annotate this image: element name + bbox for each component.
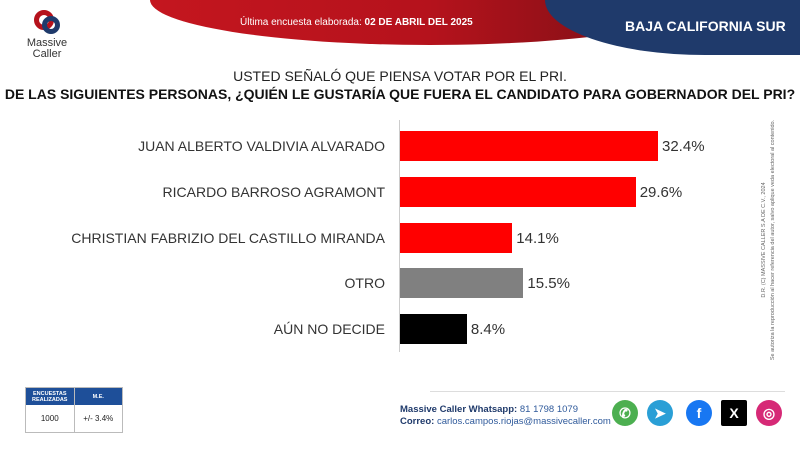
whatsapp-number[interactable]: 81 1798 1079 bbox=[519, 404, 578, 415]
region-title: BAJA CALIFORNIA SUR bbox=[625, 18, 786, 34]
logo-text: Caller bbox=[32, 48, 62, 60]
stats-header: M.E. bbox=[92, 393, 104, 400]
value-label: 8.4% bbox=[470, 321, 506, 338]
margin-of-error: +/- 3.4% bbox=[83, 414, 114, 423]
chart-axis bbox=[399, 120, 400, 352]
instagram-icon[interactable]: ◎ bbox=[756, 400, 782, 426]
telegram-icon[interactable]: ➤ bbox=[647, 400, 673, 426]
stats-header: ENCUESTAS REALIZADAS bbox=[26, 388, 75, 405]
category-label: OTRO bbox=[344, 275, 385, 291]
chart-title: USTED SEÑALÓ QUE PIENSA VOTAR POR EL PRI… bbox=[233, 68, 567, 84]
legal-notice: D.R. (C) MASSIVE CALLER S.A DE C.V., 202… bbox=[760, 110, 778, 370]
category-label: JUAN ALBERTO VALDIVIA ALVARADO bbox=[138, 138, 385, 154]
logo-text: Massive bbox=[26, 37, 68, 49]
bar bbox=[400, 314, 467, 344]
x-icon[interactable]: X bbox=[721, 400, 747, 426]
value-label: 32.4% bbox=[662, 138, 705, 155]
divider bbox=[430, 391, 785, 392]
bar bbox=[400, 131, 658, 161]
chart-subtitle: DE LAS SIGUIENTES PERSONAS, ¿QUIÉN LE GU… bbox=[4, 86, 796, 102]
contact-info: Massive Caller Whatsapp: 81 1798 1079 Co… bbox=[400, 404, 611, 428]
email-link[interactable]: carlos.campos.riojas@massivecaller.com bbox=[436, 416, 611, 427]
whatsapp-icon[interactable]: ✆ bbox=[612, 400, 638, 426]
category-label: RICARDO BARROSO AGRAMONT bbox=[162, 184, 385, 200]
survey-stats-table: ENCUESTAS REALIZADAS M.E. 1000 +/- 3.4% bbox=[25, 387, 123, 433]
updated-date: 02 DE ABRIL DEL 2025 bbox=[364, 17, 473, 28]
category-label: CHRISTIAN FABRIZIO DEL CASTILLO MIRANDA bbox=[71, 230, 385, 246]
bar bbox=[400, 177, 636, 207]
facebook-icon[interactable]: f bbox=[686, 400, 712, 426]
email-label: Correo: bbox=[400, 416, 435, 427]
last-survey-date: Última encuesta elaborada: 02 DE ABRIL D… bbox=[240, 17, 473, 28]
value-label: 14.1% bbox=[516, 230, 559, 247]
category-label: AÚN NO DECIDE bbox=[273, 321, 385, 337]
logo-mark-icon bbox=[32, 8, 62, 38]
legal-line: Se autoriza la reproducción al hacer ref… bbox=[770, 119, 776, 361]
value-label: 15.5% bbox=[527, 275, 570, 292]
massive-caller-logo: Massive Caller bbox=[22, 8, 72, 60]
surveys-count: 1000 bbox=[26, 405, 75, 432]
bar bbox=[400, 223, 513, 253]
whatsapp-label: Massive Caller Whatsapp: bbox=[400, 404, 518, 415]
bar bbox=[400, 268, 524, 298]
legal-line: D.R. (C) MASSIVE CALLER S.A DE C.V., 202… bbox=[761, 182, 767, 298]
updated-label: Última encuesta elaborada: bbox=[240, 17, 362, 28]
value-label: 29.6% bbox=[639, 184, 683, 201]
